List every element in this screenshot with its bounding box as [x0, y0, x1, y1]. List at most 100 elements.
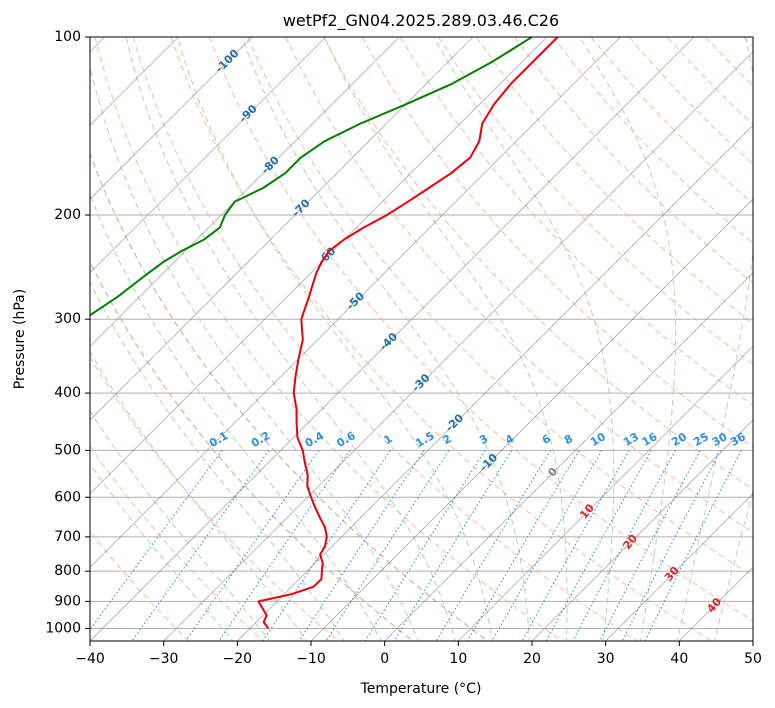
mixing-ratio-line — [644, 450, 742, 641]
mixing-ratio-line — [466, 450, 580, 641]
dry-adiabat-line — [209, 37, 753, 622]
dry-adiabat-line — [399, 37, 753, 407]
dry-adiabat-line — [552, 37, 753, 244]
isotherm-line — [90, 37, 547, 495]
isotherm-line — [90, 37, 326, 274]
dewpoint-series-line — [90, 37, 533, 317]
mixing-ratio-label: 13 — [621, 430, 641, 449]
mixing-ratio-label: 16 — [640, 430, 660, 449]
isotherm-line — [90, 37, 621, 568]
isotherm-label: -10 — [477, 451, 500, 474]
dry-adiabat-line — [437, 37, 753, 365]
isotherm-line — [90, 37, 474, 421]
mixing-ratio-label: 20 — [669, 430, 689, 449]
moist-adiabat-line — [90, 193, 382, 641]
y-tick-label: 500 — [54, 442, 81, 458]
dry-adiabat-line — [590, 37, 753, 205]
y-tick-label: 400 — [54, 385, 81, 401]
y-tick-label: 700 — [54, 529, 81, 545]
isotherms — [90, 37, 753, 641]
dry-adiabat-line — [90, 445, 265, 641]
x-tick-label: 50 — [744, 651, 762, 667]
y-axis-ticks: 1000 900 800 700 600 500 400 300 200 100 — [45, 29, 90, 636]
mixing-ratio-label: 10 — [588, 430, 608, 449]
moist-adiabat-line — [433, 37, 615, 641]
isotherm-line — [752, 640, 753, 641]
isotherm-line — [90, 37, 400, 347]
y-tick-label: 800 — [54, 563, 81, 579]
isotherm-line — [90, 37, 253, 200]
mixing-ratio-line — [521, 450, 630, 641]
x-tick-label: 40 — [670, 651, 688, 667]
dry-adiabat-label: 10 — [577, 501, 597, 521]
isotherm-line — [605, 493, 753, 641]
isotherm-line — [236, 124, 753, 641]
dry-adiabat-line — [323, 37, 753, 491]
isotherm-label: -20 — [443, 411, 466, 434]
mixing-ratio-line — [131, 450, 270, 641]
moist-adiabat-line — [90, 463, 234, 641]
isotherm-label: -80 — [259, 153, 282, 176]
chart-title: wetPf2_GN04.2025.289.03.46.C26 — [283, 11, 559, 31]
moist-adiabat-line — [90, 410, 271, 641]
isotherm-label: -30 — [409, 371, 432, 394]
mixing-ratio-label: 8 — [562, 432, 575, 447]
x-tick-label: −40 — [75, 651, 105, 667]
dry-adiabat-line — [476, 37, 753, 325]
dry-adiabat-line — [170, 37, 713, 641]
dry-adiabat-line — [667, 37, 753, 126]
x-tick-label: −10 — [296, 651, 326, 667]
isotherm-label: -60 — [315, 244, 338, 267]
x-tick-label: 0 — [380, 651, 389, 667]
isotherm-line — [678, 566, 753, 641]
mixing-ratio-label: 36 — [728, 430, 748, 449]
isotherm-label: -100 — [213, 47, 242, 76]
moist-adiabat-line — [713, 489, 753, 641]
dry-adiabat-line — [247, 37, 753, 577]
mixing-ratio-label: 1.5 — [413, 429, 436, 450]
dry-adiabat-line — [94, 37, 564, 641]
y-tick-label: 600 — [54, 489, 81, 505]
dry-adiabat-line — [132, 37, 638, 641]
isotherm-label: -90 — [237, 102, 260, 125]
dry-adiabat-label: 30 — [662, 564, 682, 584]
isotherm-line — [163, 51, 753, 641]
y-tick-label: 900 — [54, 593, 81, 609]
dry-adiabats — [90, 37, 753, 641]
dry-adiabat-line — [90, 260, 415, 641]
mixing-ratio-label: 3 — [477, 432, 490, 447]
isotherm-line — [531, 419, 753, 641]
moist-adiabat-line — [241, 37, 530, 641]
background-line-labels: -100-90-80-70-60-50-40-30-20-10 010203040… — [207, 47, 748, 616]
mixing-ratio-label: 6 — [540, 432, 553, 447]
dry-adiabat-line — [90, 356, 339, 641]
dry-adiabat-line — [90, 151, 489, 641]
isotherm-line — [384, 272, 753, 641]
x-tick-label: 30 — [597, 651, 615, 667]
y-tick-label: 300 — [54, 311, 81, 327]
x-tick-label: −20 — [223, 651, 253, 667]
x-tick-label: 10 — [449, 651, 467, 667]
x-axis-title: Temperature (°C) — [360, 681, 482, 697]
mixing-ratio-label: 0.6 — [334, 429, 358, 450]
y-tick-label: 200 — [54, 207, 81, 223]
isotherm-label: -70 — [289, 196, 312, 219]
mixing-ratio-label: 0.2 — [249, 429, 272, 450]
y-tick-label: 1000 — [45, 620, 81, 636]
dry-adiabat-line — [361, 37, 753, 448]
plot-frame — [89, 36, 754, 642]
dry-adiabat-line — [285, 37, 753, 534]
mixing-ratio-line — [572, 450, 676, 641]
moist-adiabat-line — [176, 37, 493, 641]
pressure-gridlines — [90, 37, 753, 629]
moist-adiabat-line — [90, 64, 419, 641]
y-axis-title: Pressure (hPa) — [12, 289, 28, 389]
mixing-ratio-label: 0.4 — [303, 429, 327, 450]
moist-adiabat-line — [125, 37, 456, 641]
mixing-ratio-line — [298, 450, 425, 641]
dry-adiabat-label: 20 — [620, 532, 640, 552]
isotherm-line — [310, 198, 753, 641]
y-tick-label: 100 — [54, 29, 81, 45]
dry-adiabat-line — [705, 37, 753, 87]
